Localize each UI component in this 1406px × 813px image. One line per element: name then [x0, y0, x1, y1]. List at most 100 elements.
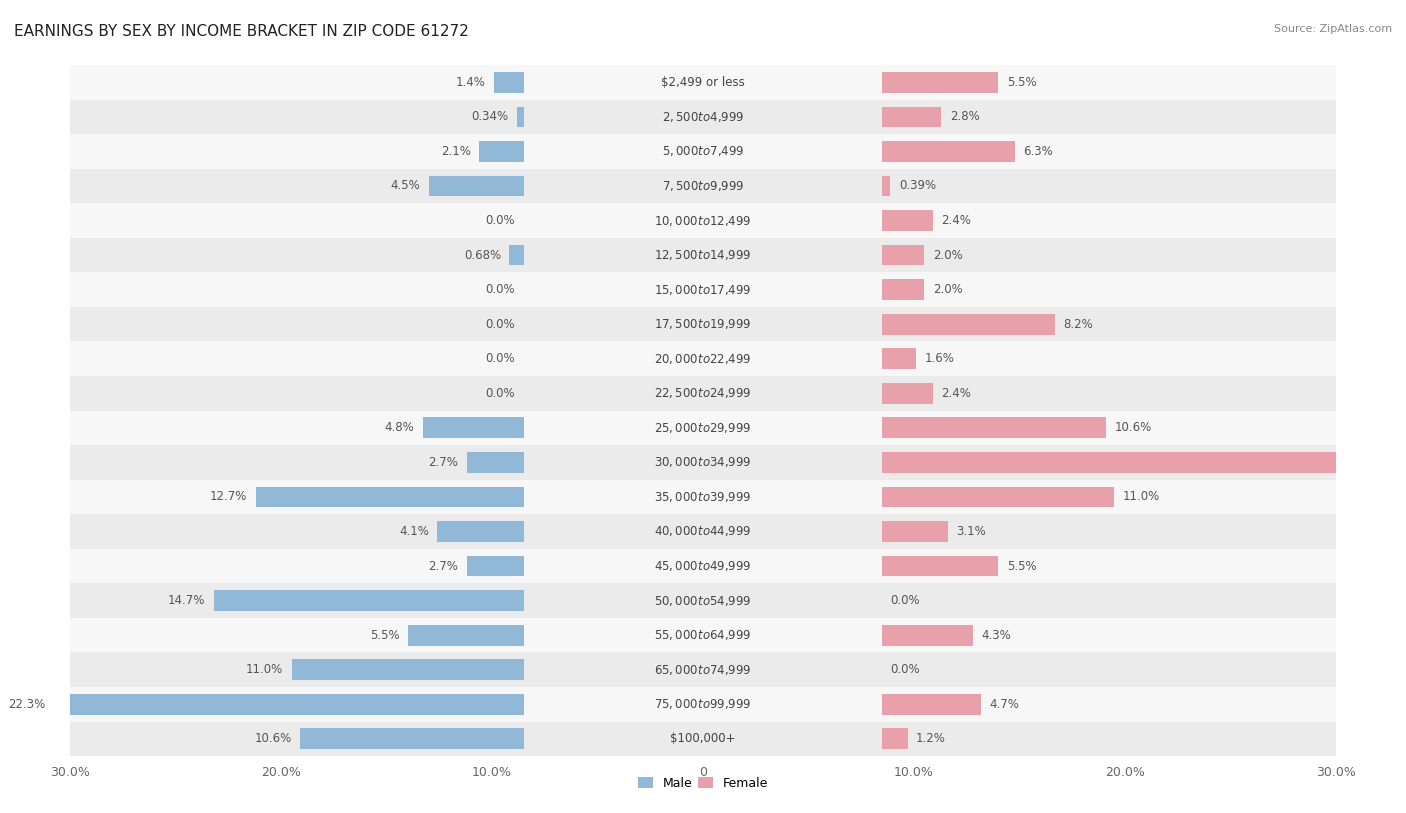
Bar: [70, 134, 1336, 169]
Bar: [292, 659, 524, 680]
Text: Source: ZipAtlas.com: Source: ZipAtlas.com: [1274, 24, 1392, 34]
Text: 3.1%: 3.1%: [956, 525, 986, 538]
Text: 1.6%: 1.6%: [925, 352, 955, 365]
Text: 2.4%: 2.4%: [942, 387, 972, 400]
Bar: [70, 203, 1336, 238]
Bar: [70, 169, 1336, 203]
Text: 11.0%: 11.0%: [246, 663, 284, 676]
Legend: Male, Female: Male, Female: [633, 772, 773, 795]
Text: $7,500 to $9,999: $7,500 to $9,999: [662, 179, 744, 193]
Text: $100,000+: $100,000+: [671, 733, 735, 746]
Text: $65,000 to $74,999: $65,000 to $74,999: [654, 663, 752, 676]
Bar: [70, 376, 1336, 411]
Bar: [883, 141, 1015, 162]
Bar: [883, 176, 890, 197]
Bar: [301, 728, 524, 750]
Bar: [883, 107, 942, 128]
Text: 4.3%: 4.3%: [981, 628, 1011, 641]
Bar: [883, 314, 1054, 335]
Text: 0.39%: 0.39%: [898, 180, 936, 193]
Bar: [70, 411, 1336, 446]
Text: $20,000 to $22,499: $20,000 to $22,499: [654, 352, 752, 366]
Text: 0.0%: 0.0%: [891, 594, 921, 607]
Text: 0.34%: 0.34%: [471, 111, 508, 124]
Text: 2.0%: 2.0%: [934, 283, 963, 296]
Bar: [883, 521, 948, 541]
Text: $55,000 to $64,999: $55,000 to $64,999: [654, 628, 752, 642]
Bar: [883, 556, 998, 576]
Bar: [883, 72, 998, 93]
Bar: [70, 65, 1336, 100]
Text: 2.4%: 2.4%: [942, 214, 972, 227]
Bar: [883, 349, 917, 369]
Bar: [883, 452, 1406, 473]
Text: 4.7%: 4.7%: [990, 698, 1019, 711]
Text: 4.8%: 4.8%: [384, 421, 415, 434]
Bar: [70, 687, 1336, 722]
Bar: [883, 728, 908, 750]
Bar: [883, 280, 925, 300]
Bar: [883, 383, 934, 404]
Bar: [70, 446, 1336, 480]
Bar: [422, 418, 524, 438]
Text: $75,000 to $99,999: $75,000 to $99,999: [654, 698, 752, 711]
Text: 0.0%: 0.0%: [485, 283, 515, 296]
Text: $10,000 to $12,499: $10,000 to $12,499: [654, 214, 752, 228]
Text: 2.1%: 2.1%: [441, 145, 471, 158]
Text: 2.7%: 2.7%: [429, 456, 458, 469]
Bar: [70, 515, 1336, 549]
Bar: [70, 341, 1336, 376]
Bar: [70, 238, 1336, 272]
Text: 1.2%: 1.2%: [917, 733, 946, 746]
Bar: [883, 418, 1105, 438]
Text: 14.7%: 14.7%: [167, 594, 205, 607]
Bar: [516, 107, 524, 128]
Text: 1.4%: 1.4%: [456, 76, 486, 89]
Text: 5.5%: 5.5%: [1007, 76, 1036, 89]
Text: 0.0%: 0.0%: [485, 214, 515, 227]
Bar: [883, 245, 925, 265]
Bar: [408, 624, 524, 646]
Text: $15,000 to $17,499: $15,000 to $17,499: [654, 283, 752, 297]
Bar: [883, 693, 981, 715]
Text: $5,000 to $7,499: $5,000 to $7,499: [662, 145, 744, 159]
Text: $45,000 to $49,999: $45,000 to $49,999: [654, 559, 752, 573]
Bar: [70, 652, 1336, 687]
Bar: [509, 245, 524, 265]
Text: $12,500 to $14,999: $12,500 to $14,999: [654, 248, 752, 262]
Text: 0.0%: 0.0%: [485, 318, 515, 331]
Bar: [883, 624, 973, 646]
Bar: [70, 584, 1336, 618]
Text: $2,499 or less: $2,499 or less: [661, 76, 745, 89]
Bar: [53, 693, 524, 715]
Text: $35,000 to $39,999: $35,000 to $39,999: [654, 490, 752, 504]
Bar: [467, 452, 524, 473]
Bar: [883, 211, 934, 231]
Bar: [70, 480, 1336, 515]
Text: 2.0%: 2.0%: [934, 249, 963, 262]
Text: $25,000 to $29,999: $25,000 to $29,999: [654, 421, 752, 435]
Text: 0.0%: 0.0%: [485, 352, 515, 365]
Text: 10.6%: 10.6%: [1115, 421, 1152, 434]
Bar: [883, 486, 1115, 507]
Text: $17,500 to $19,999: $17,500 to $19,999: [654, 317, 752, 331]
Text: EARNINGS BY SEX BY INCOME BRACKET IN ZIP CODE 61272: EARNINGS BY SEX BY INCOME BRACKET IN ZIP…: [14, 24, 468, 39]
Text: $2,500 to $4,999: $2,500 to $4,999: [662, 110, 744, 124]
Text: $40,000 to $44,999: $40,000 to $44,999: [654, 524, 752, 538]
Bar: [70, 618, 1336, 652]
Bar: [467, 556, 524, 576]
Text: 2.8%: 2.8%: [950, 111, 980, 124]
Text: 6.3%: 6.3%: [1024, 145, 1053, 158]
Bar: [437, 521, 524, 541]
Text: 0.0%: 0.0%: [485, 387, 515, 400]
Bar: [479, 141, 524, 162]
Text: 10.6%: 10.6%: [254, 733, 292, 746]
Text: 0.68%: 0.68%: [464, 249, 501, 262]
Bar: [70, 100, 1336, 134]
Text: 5.5%: 5.5%: [1007, 559, 1036, 572]
Text: $22,500 to $24,999: $22,500 to $24,999: [654, 386, 752, 400]
Text: 0.0%: 0.0%: [891, 663, 921, 676]
Text: 4.5%: 4.5%: [391, 180, 420, 193]
Text: 4.1%: 4.1%: [399, 525, 429, 538]
Bar: [70, 272, 1336, 307]
